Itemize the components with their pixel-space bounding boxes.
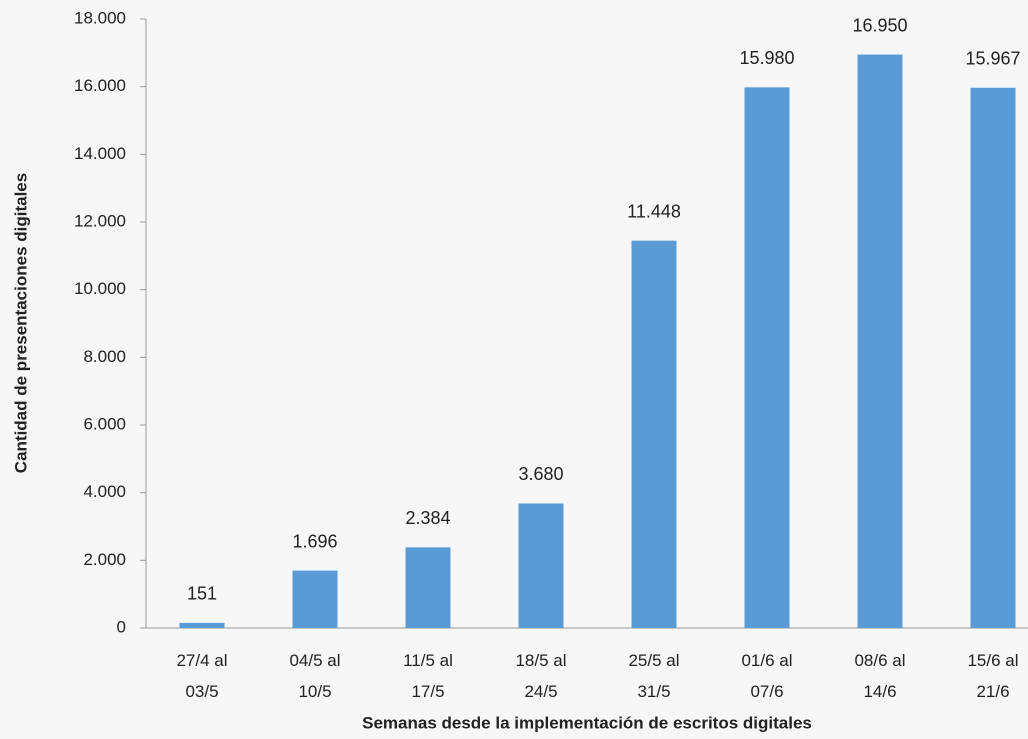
- y-tick-label: 8.000: [83, 347, 126, 366]
- y-tick-label: 6.000: [83, 414, 126, 433]
- data-label: 151: [187, 584, 217, 604]
- bar: [631, 240, 677, 628]
- data-label: 15.980: [739, 48, 794, 68]
- y-tick-label: 10.000: [74, 279, 126, 298]
- bar: [179, 622, 225, 628]
- x-tick-label: 18/5 al 24/5: [515, 651, 567, 701]
- bar: [744, 87, 790, 629]
- x-tick-label: 15/6 al 21/6: [967, 651, 1019, 701]
- data-label: 3.680: [518, 464, 563, 484]
- y-tick-label: 14.000: [74, 144, 126, 163]
- data-label: 15.967: [965, 49, 1020, 69]
- y-tick-label: 4.000: [83, 482, 126, 501]
- x-axis-title: Semanas desde la implementación de escri…: [362, 713, 812, 732]
- x-tick-label: 04/5 al 10/5: [289, 651, 341, 701]
- data-label: 11.448: [627, 201, 681, 221]
- y-axis-title: Cantidad de presentaciones digitales: [11, 173, 30, 473]
- x-tick-label: 25/5 al 31/5: [628, 651, 680, 701]
- y-tick-label: 0: [117, 617, 126, 636]
- data-label: 16.950: [852, 15, 907, 35]
- x-tick-label: 11/5 al 17/5: [403, 651, 453, 701]
- bar: [518, 503, 564, 628]
- y-tick-label: 18.000: [74, 8, 126, 27]
- bar: [405, 547, 451, 628]
- bar: [970, 87, 1016, 629]
- y-tick-label: 16.000: [74, 76, 126, 95]
- y-tick-label: 12.000: [74, 211, 126, 230]
- y-tick-label: 2.000: [83, 550, 126, 569]
- x-tick-label: 01/6 al 07/6: [741, 651, 793, 701]
- bar: [857, 54, 903, 628]
- data-label: 2.384: [405, 508, 450, 528]
- data-label: 1.696: [292, 531, 337, 551]
- x-tick-label: 08/6 al 14/6: [854, 651, 906, 701]
- x-tick-label: 27/4 al 03/5: [176, 651, 228, 701]
- bar: [292, 570, 338, 628]
